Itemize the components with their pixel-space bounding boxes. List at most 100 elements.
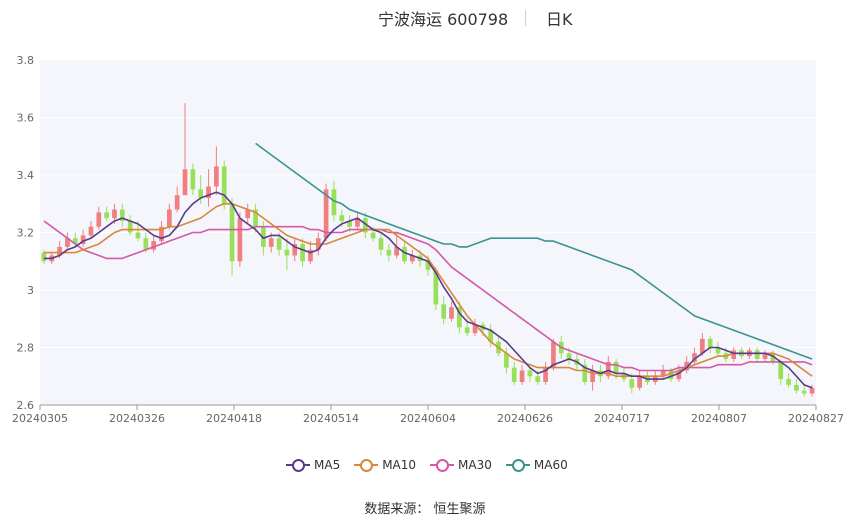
chart-header: 宁波海运 600798 日K (0, 4, 850, 30)
candle (637, 370, 642, 391)
candle-body (519, 370, 525, 382)
candle-body (276, 238, 282, 250)
candle-body (457, 307, 462, 328)
candle (386, 244, 392, 262)
candle-body (801, 390, 807, 394)
candle-body (605, 361, 611, 377)
candle-body (692, 353, 697, 362)
candle (511, 361, 517, 385)
candle (292, 238, 298, 262)
candle-body (707, 338, 713, 348)
y-tick-label: 2.8 (17, 342, 35, 355)
candle-body (80, 235, 86, 244)
candle (119, 203, 125, 227)
candle-body (339, 215, 345, 221)
candle-body (112, 209, 117, 219)
header-divider (525, 10, 526, 26)
candle (237, 212, 243, 267)
y-tick-label: 3.2 (17, 227, 35, 240)
candle (801, 384, 807, 397)
candle-body (731, 350, 737, 359)
legend-marker-ma30 (430, 458, 455, 472)
candle (378, 232, 384, 256)
candle-body (386, 249, 392, 256)
candle-body (786, 379, 791, 385)
candle-body (378, 238, 384, 250)
candle (441, 295, 447, 325)
candle-body (261, 226, 266, 247)
candle (96, 206, 102, 230)
chart-title: 宁波海运 600798 (378, 10, 509, 29)
candle (214, 146, 219, 196)
candle-body (472, 324, 478, 334)
x-tick-label: 20240604 (400, 412, 456, 425)
candle (104, 206, 109, 221)
legend-marker-ma10 (354, 458, 379, 472)
candle-body (300, 244, 305, 262)
candle-body (433, 269, 439, 305)
candle-body (394, 246, 399, 256)
candle-body (229, 203, 235, 262)
chart-legend: MA5 MA10 MA30 MA60 (286, 458, 568, 472)
candle (253, 203, 258, 233)
candle (684, 356, 690, 374)
candle-body (362, 218, 368, 233)
candle-body (582, 364, 588, 382)
candle (457, 301, 462, 334)
candle (127, 215, 133, 236)
candle-body (72, 238, 78, 244)
candle-body (198, 189, 204, 198)
x-tick-label: 20240514 (303, 412, 359, 425)
candle-body (778, 361, 784, 380)
data-source: 数据来源： 恒生聚源 (364, 502, 486, 517)
legend-item-ma60[interactable]: MA60 (505, 458, 568, 472)
legend-item-ma5[interactable]: MA5 (286, 458, 340, 472)
candle-body (284, 249, 290, 256)
legend-label-ma60: MA60 (533, 458, 568, 472)
candle (449, 301, 454, 322)
candle (65, 232, 70, 250)
candle (762, 350, 768, 362)
candle (355, 212, 360, 230)
candle-body (699, 338, 705, 354)
candle-body (668, 370, 674, 380)
x-tick-label: 20240807 (691, 412, 747, 425)
candle (151, 235, 157, 253)
candle-body (402, 246, 407, 262)
x-tick-label: 20240827 (788, 412, 844, 425)
legend-label-ma5: MA5 (314, 458, 341, 472)
candle-body (715, 347, 721, 354)
legend-item-ma30[interactable]: MA30 (430, 458, 492, 472)
candle-body (370, 232, 376, 239)
candle-body (347, 221, 352, 227)
candle-body (65, 238, 70, 247)
candle (692, 347, 697, 365)
x-tick-label: 20240717 (594, 412, 650, 425)
candle (519, 364, 525, 385)
candle-body (754, 350, 760, 359)
y-tick-label: 3.6 (17, 112, 35, 125)
candle (409, 249, 415, 265)
candle (778, 359, 784, 385)
candle-body (119, 209, 125, 221)
candle-body (762, 353, 768, 359)
candle-body (449, 307, 454, 319)
candle (245, 203, 251, 224)
candle (221, 160, 227, 210)
candle (166, 203, 172, 230)
x-tick-label: 20240326 (109, 412, 165, 425)
candle-body (151, 241, 157, 250)
candle (80, 229, 86, 247)
y-tick-label: 3 (27, 284, 34, 297)
x-tick-label: 20240305 (12, 412, 68, 425)
candle-body (543, 367, 548, 382)
candle-body (590, 370, 595, 382)
candle-body (527, 370, 533, 377)
candle (504, 347, 509, 374)
candle (284, 238, 290, 270)
legend-item-ma10[interactable]: MA10 (354, 458, 416, 472)
candle (754, 347, 760, 362)
candle (159, 221, 164, 244)
candle-body (511, 367, 517, 382)
